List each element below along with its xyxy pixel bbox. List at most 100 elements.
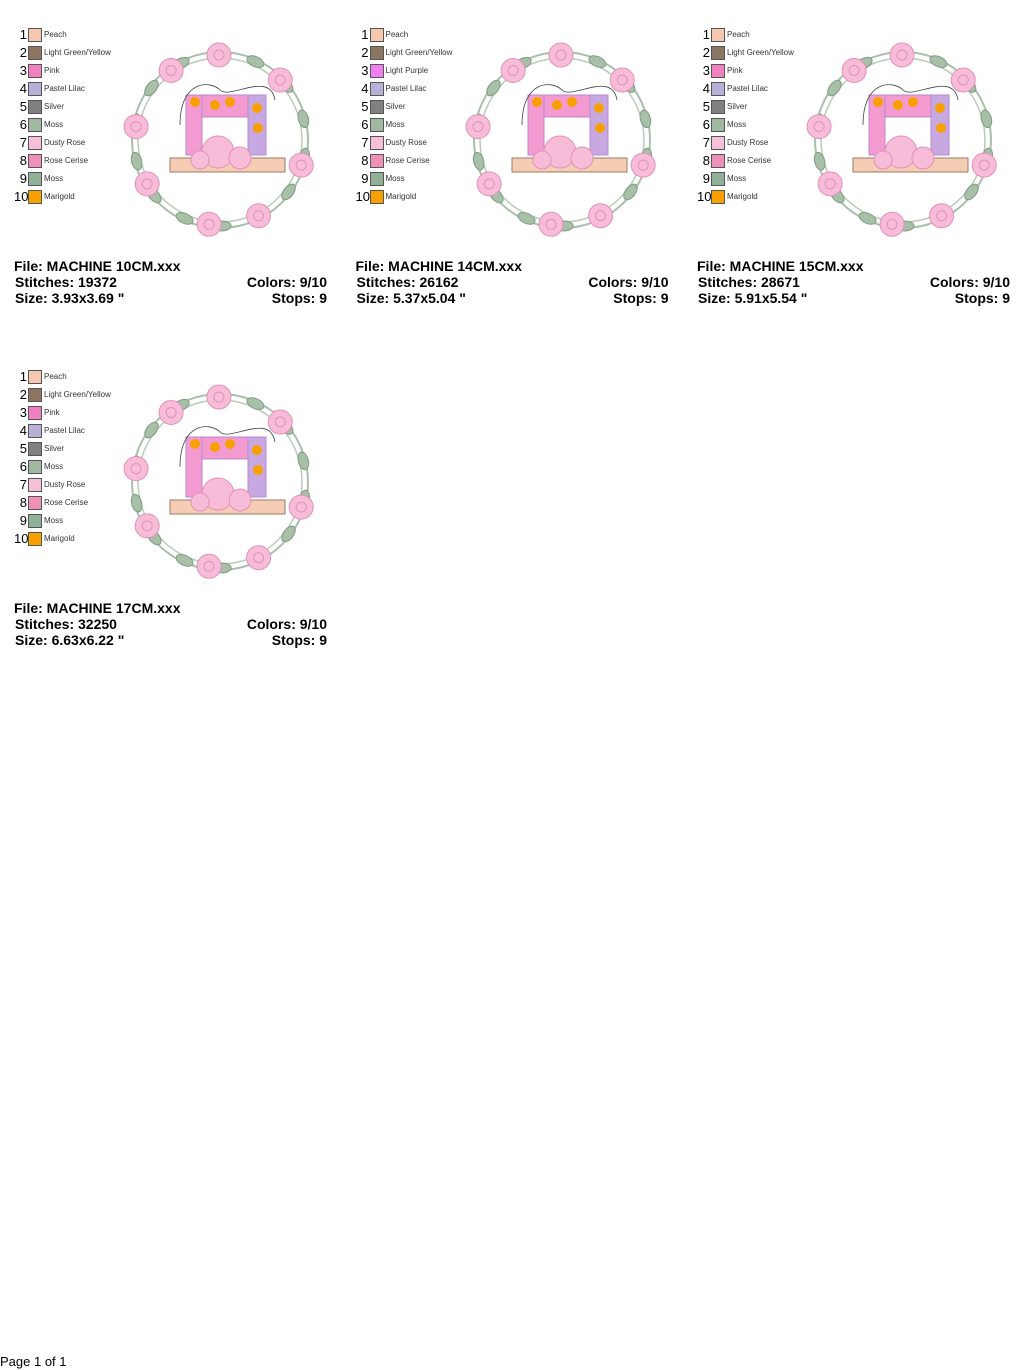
rose-center: [554, 49, 566, 61]
color-name: Silver: [44, 444, 65, 453]
color-number: 3: [19, 405, 27, 420]
stop-count: Stops: 9: [613, 290, 669, 306]
color-name: Pastel Lilac: [44, 84, 85, 93]
rose-center: [886, 218, 898, 230]
rose-center: [896, 49, 908, 61]
color-swatch: [28, 118, 42, 132]
color-number: 8: [19, 153, 27, 168]
color-number: 3: [702, 63, 710, 78]
marigold-spot: [210, 442, 220, 452]
color-name: Dusty Rose: [44, 480, 86, 489]
rose: [547, 42, 573, 68]
rose-center: [253, 210, 265, 222]
rose: [134, 171, 160, 197]
design-card: 1 Peach 2 Light Green/Yellow 3 Pink 4 Pastel Li…: [697, 28, 1017, 308]
color-number: 4: [19, 81, 27, 96]
leaf: [297, 109, 310, 129]
design-preview: [123, 384, 314, 579]
leaf: [144, 79, 159, 97]
rose: [950, 67, 976, 93]
leaf: [175, 211, 194, 225]
color-name: Light Green/Yellow: [385, 48, 453, 57]
rose: [267, 67, 293, 93]
color-name: Peach: [44, 30, 67, 39]
rose-center: [824, 178, 836, 190]
leaf: [281, 183, 296, 201]
color-number: 5: [19, 441, 27, 456]
color-number: 9: [19, 171, 27, 186]
color-swatch: [369, 190, 384, 204]
leaf: [485, 79, 501, 97]
color-name: Moss: [385, 174, 405, 183]
color-name: Light Green/Yellow: [44, 48, 111, 57]
rose-center: [813, 121, 825, 133]
rose-center: [141, 520, 153, 532]
rose: [246, 203, 272, 229]
rose: [817, 171, 843, 197]
color-number: 7: [19, 477, 27, 492]
color-number: 10: [14, 189, 29, 204]
color-name: Light Green/Yellow: [44, 390, 111, 399]
rose: [123, 456, 149, 482]
rose-center: [274, 416, 286, 428]
marigold-spot: [531, 97, 542, 107]
rose: [267, 409, 293, 435]
color-number: 1: [19, 27, 27, 42]
marigold-spot: [593, 103, 604, 113]
leaf: [246, 55, 265, 69]
marigold-spot: [253, 465, 263, 475]
color-number: 8: [361, 153, 369, 168]
rose-center: [130, 463, 142, 475]
color-name: Light Purple: [385, 66, 429, 75]
color-name: Peach: [727, 30, 750, 39]
leaf: [813, 151, 826, 171]
color-number: 2: [19, 387, 27, 402]
rose-center: [130, 121, 142, 133]
design-card: 1 Peach 2 Light Green/Yellow 3 Light Purple 4 P…: [356, 28, 676, 308]
color-swatch: [28, 28, 42, 42]
marigold-spot: [252, 445, 262, 455]
color-swatch: [28, 370, 42, 384]
color-swatch: [711, 100, 725, 114]
stop-count: Stops: 9: [271, 290, 327, 306]
rose-center: [203, 560, 215, 572]
color-name: Moss: [727, 120, 747, 129]
rose: [246, 545, 272, 571]
color-number: 2: [702, 45, 710, 60]
color-number: 4: [361, 81, 369, 96]
color-number: 5: [361, 99, 369, 114]
rose-center: [141, 178, 153, 190]
color-swatch: [369, 136, 384, 150]
rose-center: [213, 391, 225, 403]
rose-center: [637, 159, 649, 171]
rose-center: [848, 64, 860, 76]
size: Size: 5.37x5.04 ": [356, 290, 466, 306]
color-swatch: [711, 118, 725, 132]
stop-count: Stops: 9: [954, 290, 1010, 306]
rose: [532, 150, 551, 170]
color-swatch: [369, 118, 384, 132]
file-name: File: MACHINE 17CM.xxx: [14, 600, 181, 616]
leaf: [587, 55, 606, 69]
rose: [206, 384, 232, 410]
color-name: Marigold: [385, 192, 417, 201]
stitch-count: Stitches: 28671: [698, 274, 800, 290]
color-name: Moss: [385, 120, 405, 129]
rose: [841, 57, 867, 83]
color-number: 2: [361, 45, 369, 60]
rose: [630, 152, 656, 178]
color-swatch: [369, 82, 384, 96]
stitch-count: Stitches: 32250: [15, 616, 117, 632]
size: Size: 5.91x5.54 ": [698, 290, 808, 306]
leaf: [144, 421, 159, 439]
leaf: [472, 151, 484, 171]
color-name: Peach: [44, 372, 67, 381]
design-preview: [123, 42, 314, 237]
marigold-spot: [190, 97, 200, 107]
color-swatch: [28, 136, 42, 150]
rose: [134, 513, 160, 539]
rose-center: [203, 218, 215, 230]
color-swatch: [711, 190, 725, 204]
rose: [806, 114, 832, 140]
